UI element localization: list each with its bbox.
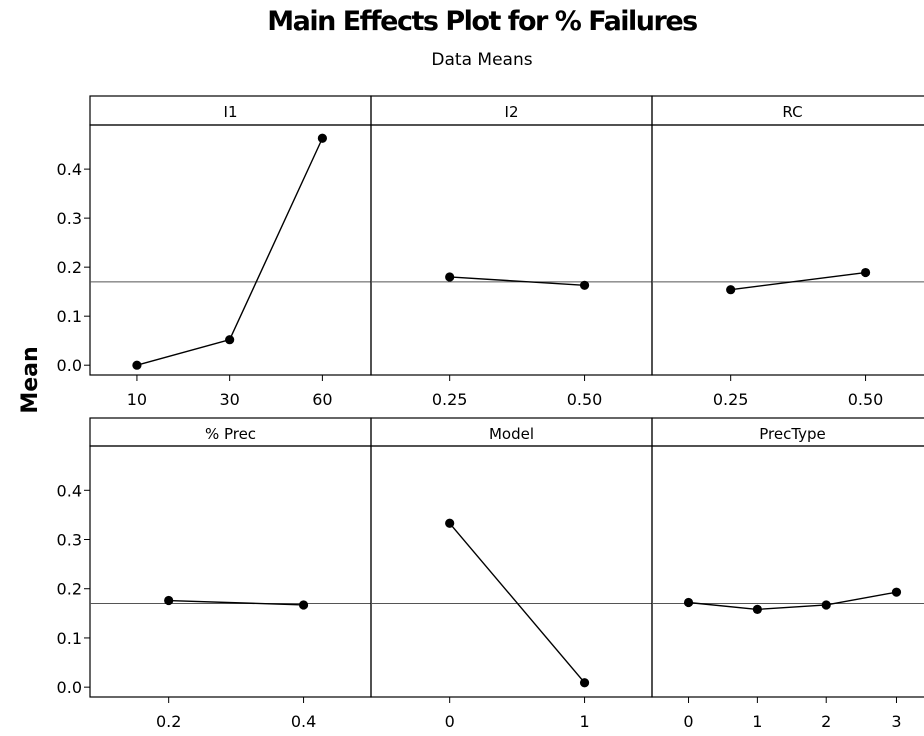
- y-tick-label: 0.2: [57, 258, 82, 277]
- series-line-i1: [136, 137, 324, 366]
- x-tick-label: 30: [219, 390, 239, 409]
- series-line-prectype: [688, 591, 897, 611]
- data-point: [752, 604, 762, 614]
- data-point: [164, 595, 174, 606]
- panel-frame-4: [89, 445, 372, 698]
- data-point: [225, 335, 235, 345]
- data-point: [821, 600, 831, 610]
- x-tick-label: 10: [127, 390, 147, 409]
- panel-frame-6: [651, 445, 924, 698]
- y-tick-label: 0.2: [57, 580, 82, 599]
- panel-frame-2: [370, 124, 653, 376]
- x-tick-label: 0: [445, 712, 455, 731]
- y-tick-label: 0.4: [57, 160, 82, 179]
- series-line-rc: [730, 271, 866, 291]
- series-line-prec: [168, 599, 304, 606]
- chart-title: Main Effects Plot for % Failures: [267, 6, 698, 37]
- y-tick-label: 0.0: [57, 678, 82, 697]
- panel-title: PrecType: [759, 425, 826, 443]
- y-tick-label: 0.0: [57, 356, 82, 375]
- y-tick-label: 0.3: [57, 531, 82, 550]
- panel-title: Model: [489, 425, 534, 443]
- panel-frame-5: [370, 445, 653, 698]
- data-point: [891, 587, 902, 597]
- data-point: [445, 518, 455, 528]
- panel-frame-3: [651, 124, 924, 376]
- y-tick-label: 0.3: [57, 209, 82, 228]
- data-point: [317, 133, 327, 143]
- x-tick-label: 60: [312, 390, 332, 409]
- y-tick-label: 0.4: [57, 481, 82, 500]
- x-tick-label: 0: [683, 712, 693, 731]
- x-tick-label: 0.25: [432, 390, 468, 409]
- x-tick-label: 1: [579, 712, 589, 731]
- x-tick-label: 2: [821, 712, 831, 731]
- x-tick-label: 0.50: [567, 390, 603, 409]
- panel-title: RC: [782, 103, 802, 121]
- panel-title: % Prec: [205, 425, 256, 443]
- y-axis-label: Mean: [18, 346, 43, 413]
- x-tick-label: 0.2: [156, 712, 181, 731]
- x-tick-label: 3: [891, 712, 901, 731]
- series-line-model: [449, 522, 586, 684]
- data-point: [445, 272, 455, 282]
- panel-title: I2: [505, 103, 519, 121]
- x-tick-label: 0.4: [291, 712, 316, 731]
- x-tick-label: 0.50: [848, 390, 884, 409]
- x-tick-label: 0.25: [713, 390, 749, 409]
- y-tick-label: 0.1: [57, 307, 82, 326]
- series-line-i2: [449, 276, 585, 286]
- data-point: [132, 360, 142, 370]
- panel-title: I1: [224, 103, 238, 121]
- data-point: [683, 597, 694, 608]
- data-point: [579, 280, 590, 290]
- chart-subtitle: Data Means: [431, 50, 533, 70]
- x-tick-label: 1: [752, 712, 762, 731]
- data-point: [579, 678, 590, 688]
- data-point: [860, 267, 871, 278]
- data-point: [298, 600, 309, 610]
- data-point: [726, 285, 736, 295]
- y-tick-label: 0.1: [57, 629, 82, 648]
